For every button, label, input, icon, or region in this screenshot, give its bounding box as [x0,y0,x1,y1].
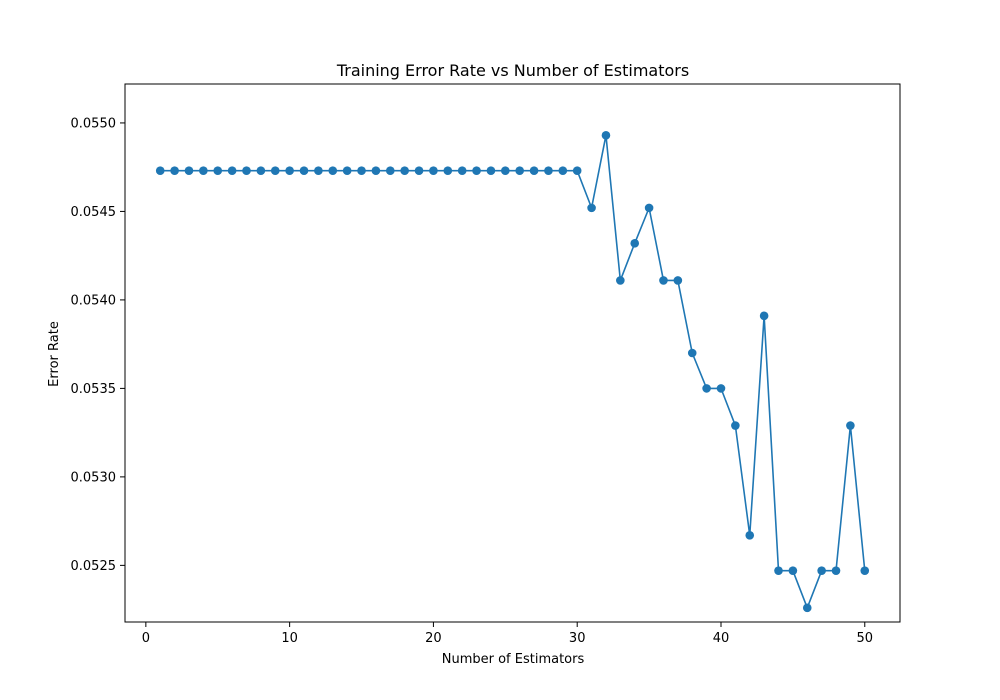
data-point [270,166,280,176]
data-point [443,166,453,176]
data-point [644,203,654,213]
data-point [314,166,323,176]
data-point [299,166,309,176]
x-tick-label: 10 [281,631,298,646]
data-point [802,603,812,613]
data-point [184,166,194,176]
data-point [227,166,237,176]
data-point [630,238,640,248]
data-point [357,166,366,176]
x-tick-label: 20 [425,631,442,646]
data-point [759,311,769,321]
plot-frame [124,83,901,623]
data-point [385,166,395,176]
y-axis-label: Error Rate [47,321,62,387]
series-line [160,134,866,609]
data-point [616,276,625,285]
data-point [486,166,496,176]
data-point [457,166,467,176]
data-point [199,166,208,176]
data-point [702,384,711,393]
data-point [414,166,424,176]
x-axis-label: Number of Estimators [442,652,585,667]
y-tick-label: 0.0530 [71,470,117,485]
data-point [673,276,683,285]
data-point [687,348,697,358]
data-point [716,384,726,393]
data-point [501,166,510,176]
plot-area: 0 10 20 30 40 50 0.0525 0.0530 0.0535 0.0540 0.054… [71,83,901,646]
x-tick-label: 0 [142,631,150,646]
y-tick-label: 0.0545 [71,205,117,220]
data-point [860,566,870,575]
data-point [342,166,352,176]
data-point [745,530,755,540]
data-point [544,166,553,176]
data-point [659,276,668,285]
data-point [400,166,409,176]
data-point [515,166,524,176]
y-tick-label: 0.0550 [71,116,117,131]
y-tick-label: 0.0540 [71,293,117,308]
data-point [328,166,338,176]
data-point [155,166,165,176]
x-tick-label: 40 [713,631,730,646]
x-tick-label: 30 [569,631,586,646]
data-point [572,166,582,176]
data-point [429,166,438,176]
data-point [213,166,223,176]
y-tick-label: 0.0535 [71,382,117,397]
data-point [601,131,611,140]
chart-title: Training Error Rate vs Number of Estimat… [336,61,689,80]
data-point [170,166,179,176]
x-tick-label: 50 [856,631,873,646]
data-point [285,166,294,176]
data-point [242,166,251,176]
data-point [529,166,539,176]
data-point [587,203,596,213]
data-point [831,566,841,575]
data-point [256,166,266,176]
data-point [788,566,798,575]
data-point [731,421,740,430]
data-point [846,421,855,430]
data-point [472,166,481,176]
data-point [558,166,568,176]
data-point [774,566,783,575]
data-point [371,166,381,176]
y-tick-label: 0.0525 [71,559,117,574]
data-point [817,566,826,575]
